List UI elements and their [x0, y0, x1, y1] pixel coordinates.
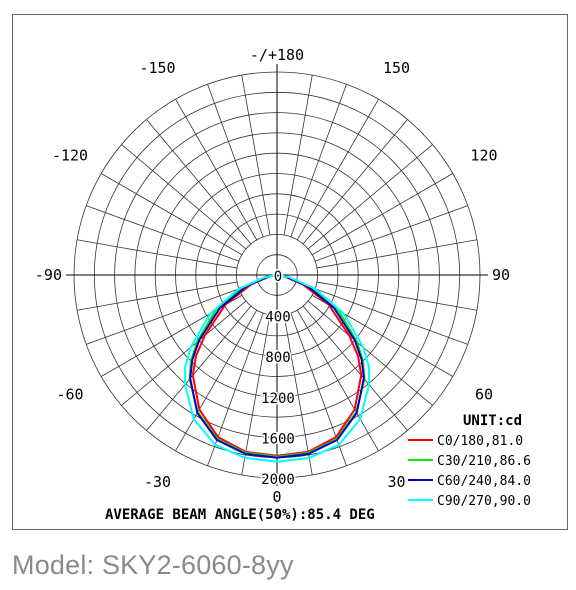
grid-spoke — [302, 119, 408, 245]
grid-spoke — [175, 98, 258, 241]
angle-tick-label: 30 — [387, 473, 405, 491]
angle-tick-label: -150 — [139, 59, 175, 77]
grid-spoke — [86, 288, 240, 345]
angle-tick-label: -120 — [52, 147, 88, 165]
grid-spoke — [146, 305, 252, 431]
legend-entry: C30/210,86.6 — [437, 454, 531, 469]
angle-tick-label: 150 — [383, 59, 410, 77]
grid-spoke — [207, 312, 264, 466]
beam-angle-footer: AVERAGE BEAM ANGLE(50%):85.4 DEG — [105, 507, 375, 523]
angle-tick-label: -30 — [144, 473, 171, 491]
radial-tick-label: 0 — [274, 269, 282, 285]
angle-tick-label: -/+180 — [250, 46, 304, 64]
angle-tick-label: 90 — [492, 266, 510, 284]
unit-label: UNIT:cd — [463, 413, 522, 429]
radial-tick-label: 400 — [265, 310, 290, 326]
grid-spoke — [100, 173, 243, 256]
grid-spoke — [77, 281, 238, 311]
grid-spoke — [290, 84, 347, 238]
grid-spoke — [316, 239, 477, 269]
grid-spoke — [207, 84, 264, 238]
legend-entry: C0/180,81.0 — [437, 434, 523, 449]
grid-spoke — [307, 144, 433, 250]
angle-tick-label: 60 — [475, 386, 493, 404]
grid-spoke — [311, 173, 454, 256]
model-caption: Model: SKY2-6060-8yy — [12, 550, 294, 580]
grid-spoke — [283, 314, 313, 475]
grid-spoke — [241, 75, 271, 236]
angle-tick-label: -90 — [35, 266, 62, 284]
grid-spoke — [283, 75, 313, 236]
legend-entry: C90/270,90.0 — [437, 494, 531, 509]
grid-spoke — [296, 98, 379, 241]
radial-tick-label: 2000 — [261, 472, 295, 488]
radial-tick-label: 1600 — [261, 431, 295, 447]
grid-spoke — [314, 205, 468, 262]
angle-tick-label: -60 — [56, 386, 83, 404]
grid-spoke — [77, 239, 238, 269]
series-curve — [183, 274, 371, 463]
radial-tick-label: 1200 — [261, 391, 295, 407]
series-curve — [189, 274, 365, 459]
legend-entry: C60/240,84.0 — [437, 474, 531, 489]
angle-tick-label: 0 — [272, 488, 281, 506]
grid-spoke — [175, 309, 258, 452]
grid-spoke — [146, 119, 252, 245]
grid-spoke — [121, 144, 247, 250]
grid-spoke — [307, 300, 433, 406]
grid-spoke — [290, 312, 347, 466]
chart-frame: 0 400 800 1200 1600 2000 -/+180 -150 150 -120 120 -… — [12, 14, 568, 530]
grid-spoke — [121, 300, 247, 406]
grid-spoke — [296, 309, 379, 452]
grid-spoke — [86, 205, 240, 262]
grid-spoke — [302, 305, 408, 431]
angle-tick-label: 120 — [470, 147, 497, 165]
grid-spoke — [241, 314, 271, 475]
grid-spoke — [314, 288, 468, 345]
radial-tick-label: 800 — [265, 350, 290, 366]
grid-spoke — [316, 281, 477, 311]
polar-chart: 0 400 800 1200 1600 2000 -/+180 -150 150 -120 120 -… — [35, 46, 531, 523]
